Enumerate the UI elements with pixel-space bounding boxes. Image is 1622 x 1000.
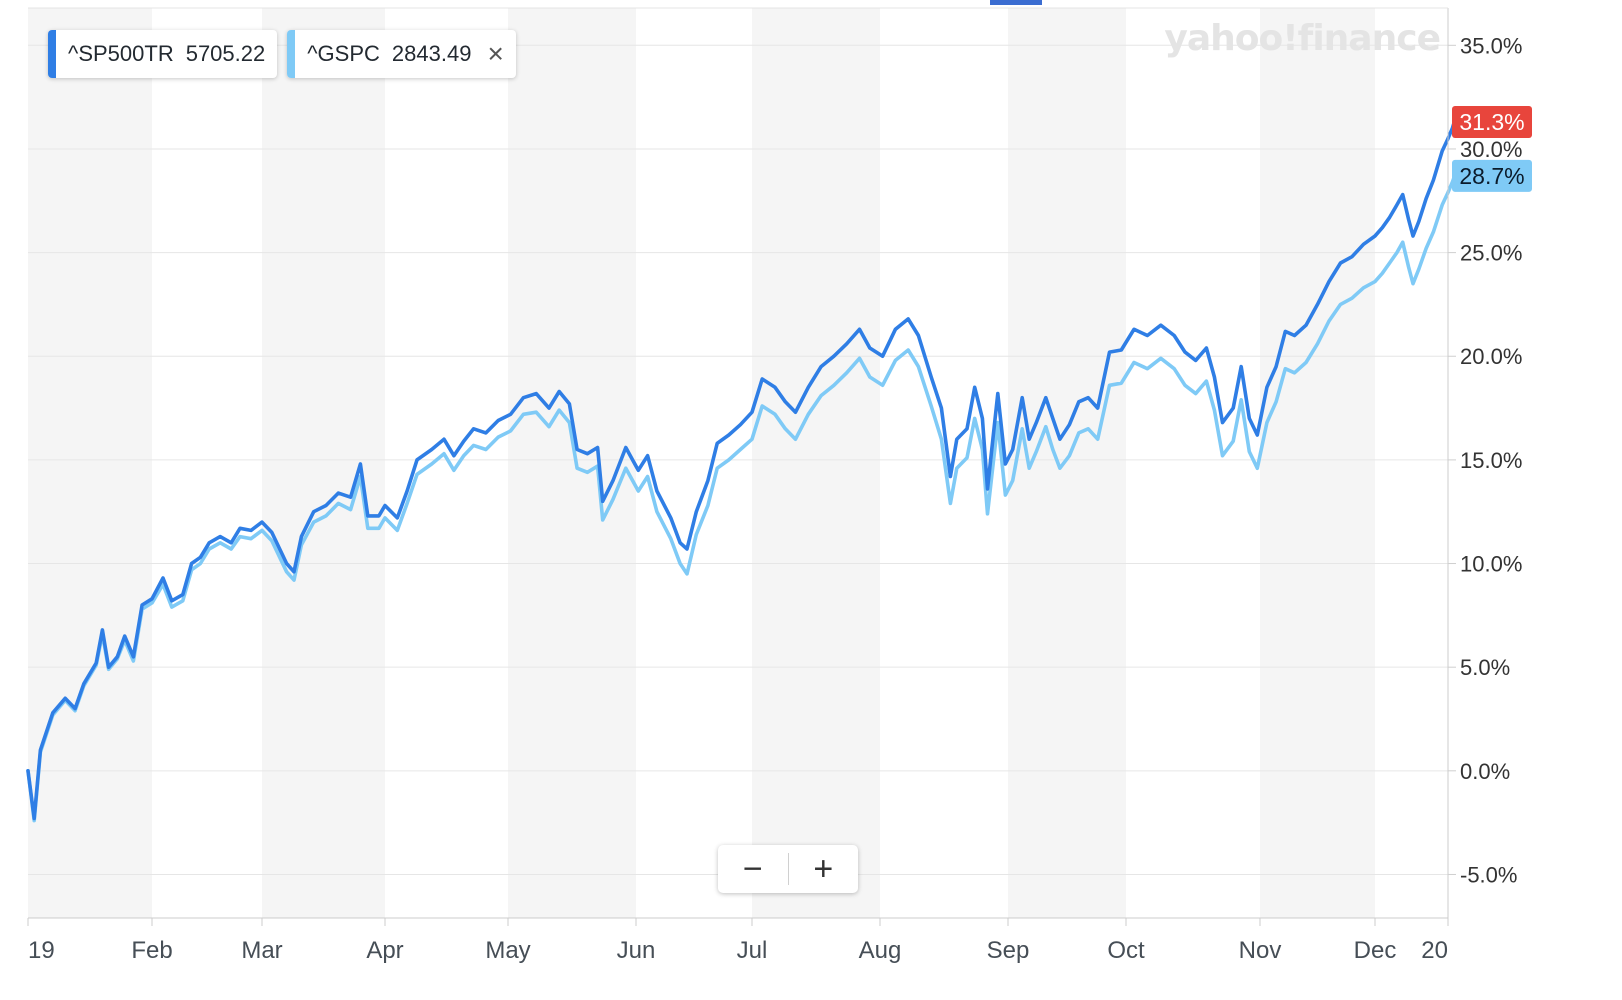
legend: ^SP500TR 5705.22 ^GSPC 2843.49 × [48,30,516,78]
month-band [508,8,636,918]
legend-swatch-sp500tr [48,30,56,78]
month-band [752,8,880,918]
y-tick-label: 25.0% [1460,241,1522,266]
tag-gspc-bg [1452,159,1532,192]
y-tick-label: 30.0% [1460,137,1522,162]
x-tick-label: Apr [366,937,403,964]
zoom-control: − + [718,845,858,893]
tag-sp500tr-label: 31.3% [1459,109,1524,135]
x-tick-label: Jul [737,937,768,964]
x-tick-label: Sep [987,937,1030,964]
y-tick-label: 35.0% [1460,33,1522,58]
legend-value: 2843.49 [391,41,472,66]
x-tick-label: Mar [241,937,282,964]
zoom-divider [787,853,789,885]
y-axis: 35.0% 30.0% 25.0% 20.0% 15.0% 10.0% 5.0% 0.0% -5… [1448,33,1522,887]
x-tick-label: 19 [28,937,55,964]
month-band [28,8,152,918]
series-line-gspc [26,167,1463,823]
x-tick-label: Dec [1354,937,1397,964]
tag-sp500tr-bg [1452,106,1532,139]
legend-chip-sp500tr[interactable]: ^SP500TR 5705.22 [48,30,278,78]
legend-symbol: ^SP500TR [68,41,174,66]
axes [28,7,1449,919]
x-tick-label: May [485,937,530,964]
x-tick-label: Oct [1107,937,1145,964]
legend-symbol: ^GSPC [307,41,380,66]
y-tick-label: 15.0% [1460,448,1522,473]
legend-swatch-gspc [287,30,296,78]
x-tick-label: 20 [1421,937,1448,964]
zoom-out-button[interactable]: − [742,849,763,888]
x-tick-label: Feb [131,937,172,964]
month-band [1260,8,1375,918]
x-tick-label: Nov [1239,937,1282,964]
legend-chip-gspc[interactable]: ^GSPC 2843.49 × [287,30,516,78]
zoom-in-button[interactable]: + [813,849,834,888]
x-tick-label: Jun [617,937,656,964]
y-tick-label: 0.0% [1460,759,1510,784]
y-tick-label: 10.0% [1460,552,1522,577]
series-line-sp500tr [26,111,1463,821]
month-bands [28,8,1448,918]
last-value-tags: 31.3% 28.7% [1452,106,1532,192]
x-tick-label: Aug [859,937,902,964]
legend-value: 5705.22 [185,41,266,66]
y-tick-label: 20.0% [1460,344,1522,369]
range-selector-indicator[interactable] [990,0,1042,5]
x-axis: 19 Feb Mar Apr May Jun Jul Aug Sep Oct Nov Dec 20 [27,918,1449,964]
close-icon[interactable]: × [487,38,504,69]
month-band [1008,8,1126,918]
y-tick-label: -5.0% [1460,862,1517,887]
tag-gspc-label: 28.7% [1459,163,1524,189]
yahoo-finance-watermark: yahoo!finance [1164,18,1440,59]
plot-background [28,8,1448,918]
month-band [262,8,385,918]
y-tick-label: 5.0% [1460,655,1510,680]
